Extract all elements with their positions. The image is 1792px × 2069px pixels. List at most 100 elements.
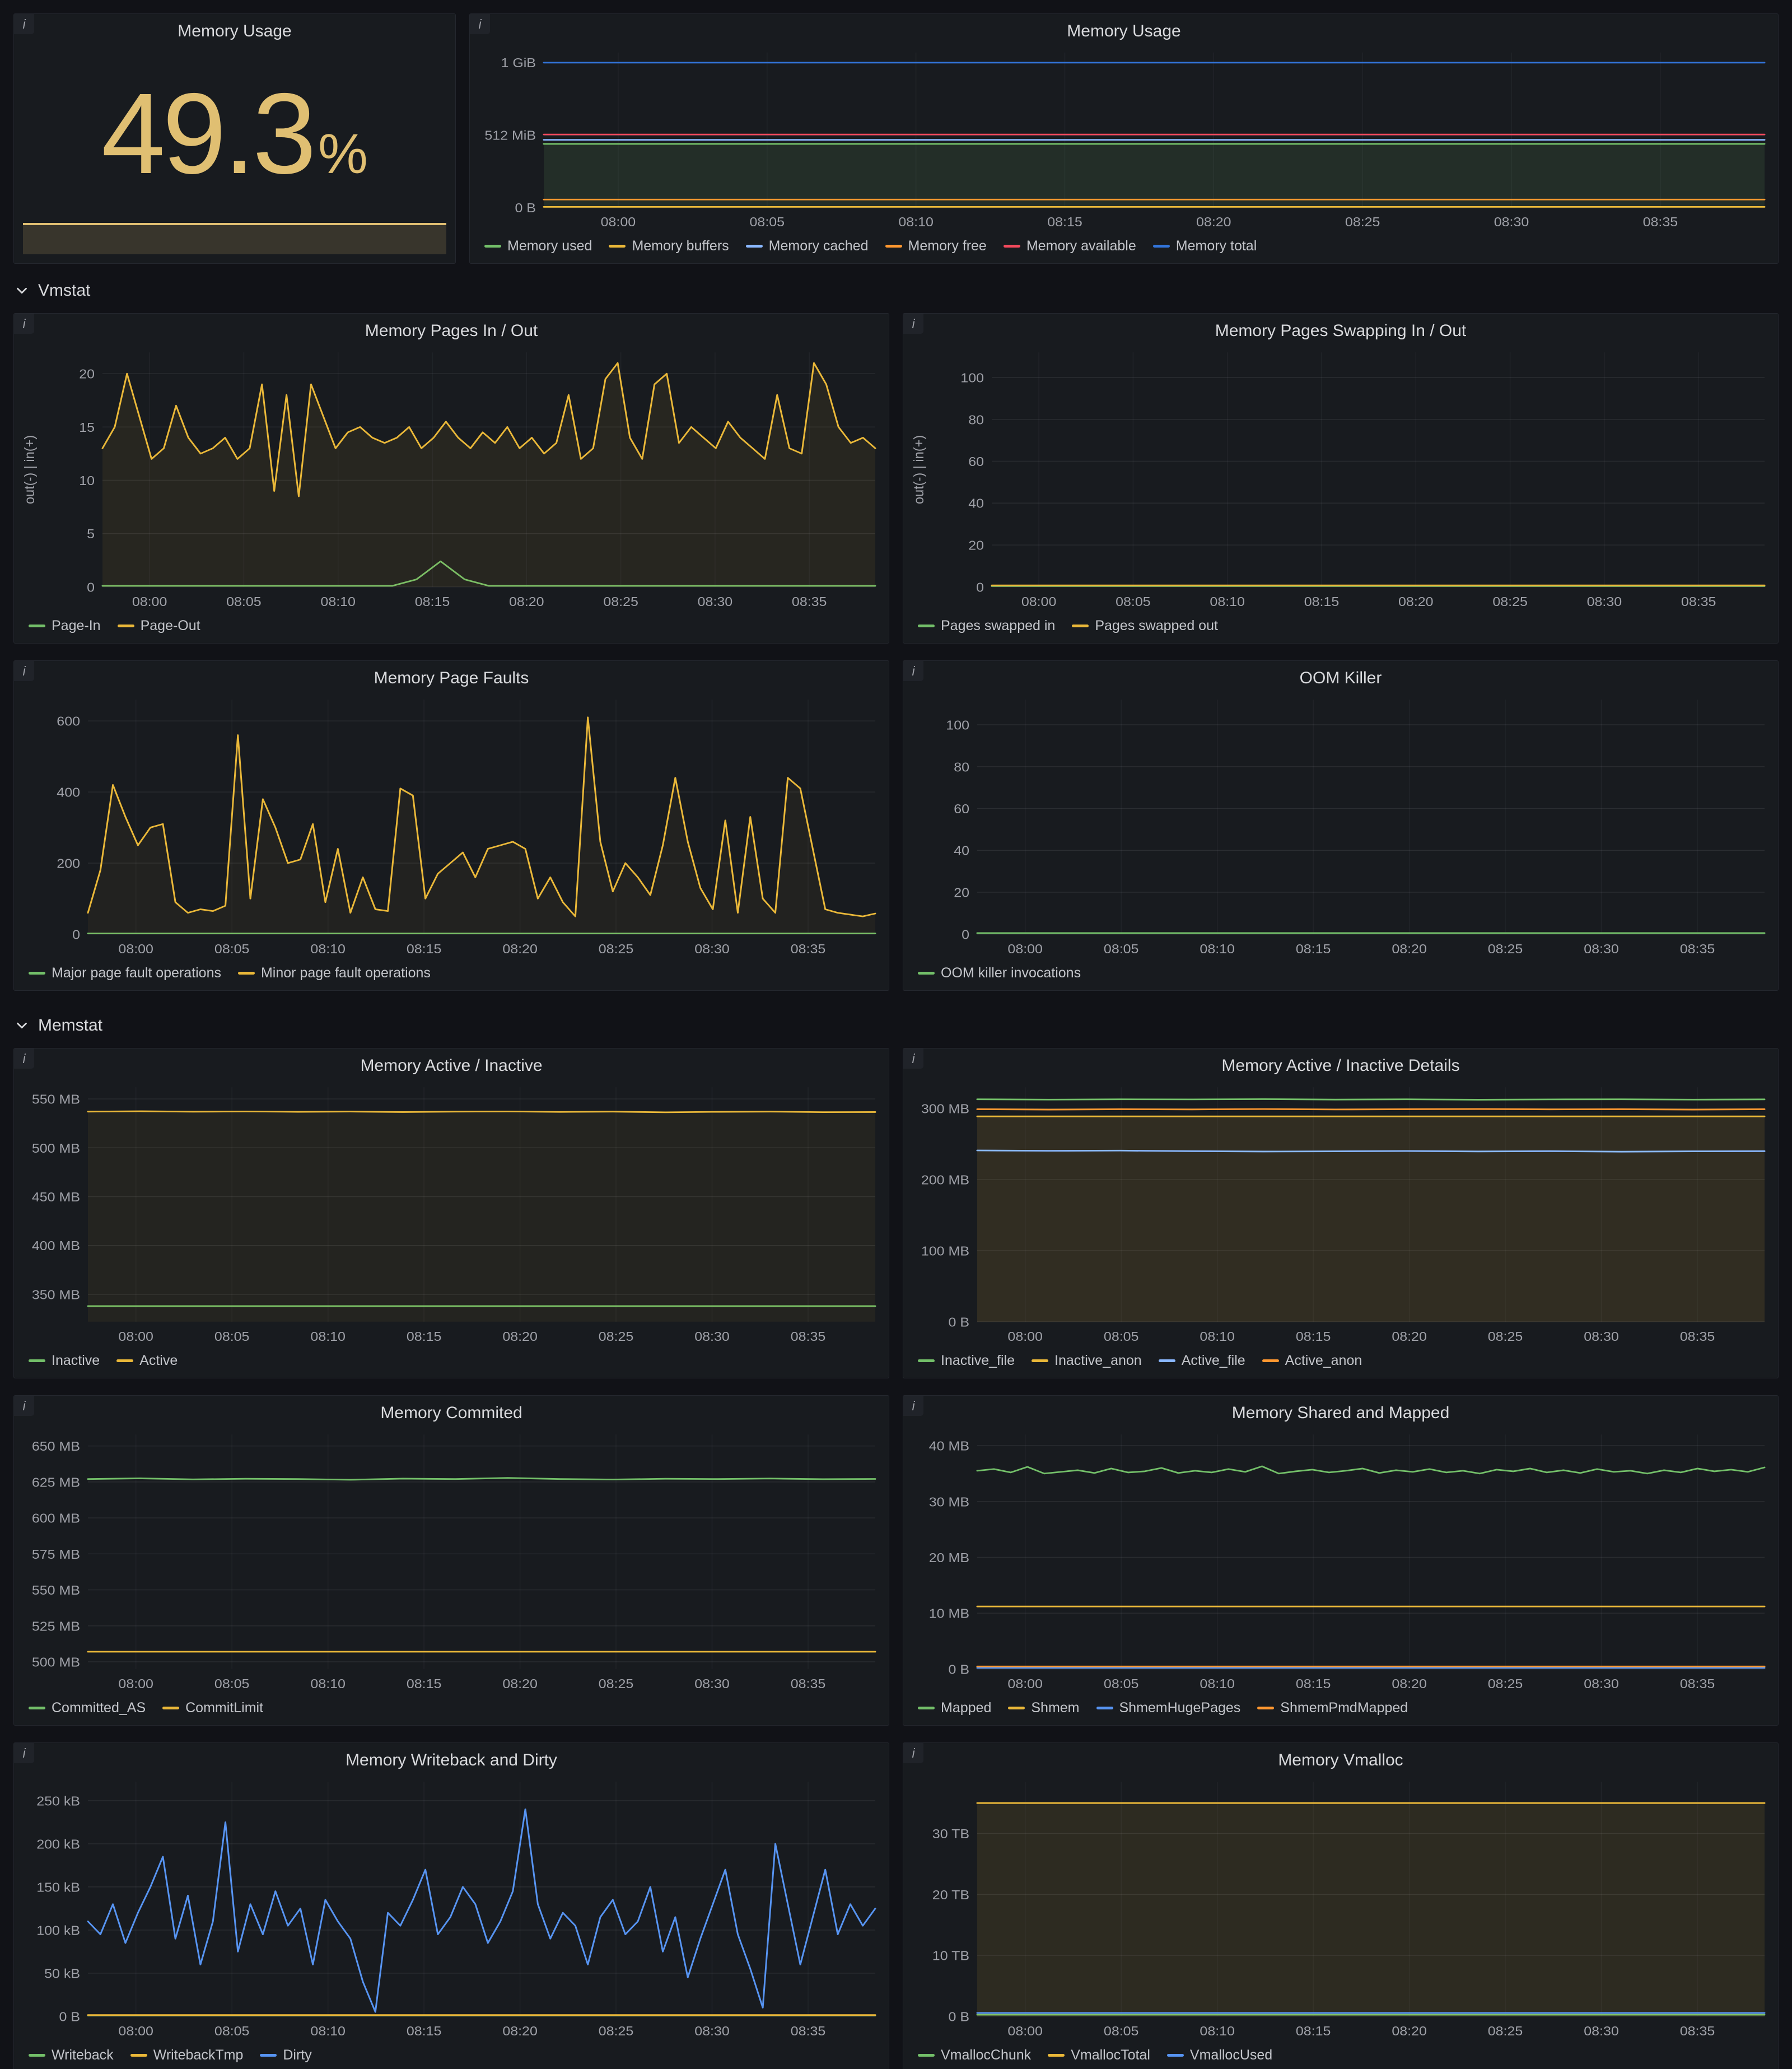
panel-info-icon[interactable]: [903, 1743, 923, 1763]
legend-item[interactable]: Inactive_anon: [1032, 1353, 1142, 1369]
legend-item[interactable]: CommitLimit: [162, 1700, 263, 1716]
svg-text:500 MB: 500 MB: [32, 1655, 80, 1670]
legend-item[interactable]: VmallocUsed: [1166, 2047, 1272, 2063]
time-series-chart[interactable]: 08:00 08:05 08:10 08:15 08:20 08:25 08:30 08:35…: [14, 1079, 889, 1348]
time-series-chart[interactable]: 08:00 08:05 08:10 08:15 08:20 08:25 08:30 08:35…: [14, 691, 889, 961]
svg-text:300 MB: 300 MB: [921, 1102, 969, 1116]
panel-title[interactable]: Memory Usage: [178, 22, 292, 40]
svg-text:08:25: 08:25: [1488, 942, 1523, 956]
svg-text:08:30: 08:30: [1584, 942, 1619, 956]
legend-item[interactable]: Dirty: [260, 2047, 312, 2063]
legend-item[interactable]: Active_file: [1158, 1353, 1245, 1369]
legend-item[interactable]: Pages swapped in: [918, 618, 1055, 634]
legend-item[interactable]: Committed_AS: [29, 1700, 146, 1716]
time-series-chart[interactable]: 08:00 08:05 08:10 08:15 08:20 08:25 08:30 08:35…: [14, 1773, 889, 2043]
legend-item[interactable]: ShmemHugePages: [1096, 1700, 1240, 1716]
panel-title[interactable]: Memory Active / Inactive: [360, 1056, 543, 1075]
legend-swatch: [1158, 1359, 1175, 1362]
svg-text:200 kB: 200 kB: [36, 1837, 80, 1852]
panel-title[interactable]: Memory Pages In / Out: [365, 321, 538, 340]
legend-label: Page-In: [52, 618, 101, 633]
panel-title[interactable]: Memory Vmalloc: [1278, 1751, 1403, 1769]
legend-item[interactable]: ShmemPmdMapped: [1257, 1700, 1408, 1716]
panel-title[interactable]: Memory Commited: [380, 1404, 522, 1422]
legend-item[interactable]: Memory cached: [745, 238, 869, 254]
panel-title[interactable]: Memory Pages Swapping In / Out: [1215, 321, 1467, 340]
section-header-memstat[interactable]: Memstat: [13, 1008, 1779, 1043]
time-series-chart[interactable]: 08:00 08:05 08:10 08:15 08:20 08:25 08:30 08:35…: [14, 1426, 889, 1695]
legend-item[interactable]: Memory available: [1003, 238, 1136, 254]
svg-text:40: 40: [954, 844, 969, 858]
legend-swatch: [260, 2054, 277, 2057]
panel-info-icon[interactable]: [14, 1743, 34, 1763]
svg-text:60: 60: [968, 455, 984, 469]
panel-title[interactable]: Memory Page Faults: [374, 669, 529, 687]
chart-canvas: 08:00 08:05 08:10 08:15 08:20 08:25 08:30 08:35…: [911, 352, 1766, 609]
panel-info-icon[interactable]: [903, 661, 923, 681]
stat-bar-gauge: [23, 223, 446, 254]
panel-title[interactable]: Memory Writeback and Dirty: [346, 1751, 557, 1769]
legend-item[interactable]: Page-In: [29, 618, 101, 634]
legend-item[interactable]: Memory total: [1152, 238, 1257, 254]
svg-text:08:30: 08:30: [694, 2024, 730, 2038]
svg-text:40: 40: [968, 496, 984, 511]
svg-text:20 MB: 20 MB: [929, 1551, 969, 1565]
legend-item[interactable]: Pages swapped out: [1072, 618, 1218, 634]
panel-info-icon[interactable]: [14, 661, 34, 681]
panel-title[interactable]: OOM Killer: [1299, 669, 1382, 687]
panel-info-icon[interactable]: [470, 14, 490, 34]
svg-text:08:05: 08:05: [1116, 594, 1151, 609]
legend-item[interactable]: Inactive: [29, 1353, 100, 1369]
svg-text:08:10: 08:10: [310, 942, 346, 956]
legend-item[interactable]: Inactive_file: [918, 1353, 1015, 1369]
time-series-chart[interactable]: 08:00 08:05 08:10 08:15 08:20 08:25 08:30 08:35…: [903, 1426, 1778, 1695]
svg-text:08:20: 08:20: [502, 1676, 538, 1691]
panel-info-icon[interactable]: [14, 1049, 34, 1069]
legend-item[interactable]: Minor page fault operations: [237, 965, 431, 981]
svg-text:575 MB: 575 MB: [32, 1547, 80, 1562]
time-series-chart[interactable]: 08:00 08:05 08:10 08:15 08:20 08:25 08:30 08:35…: [903, 691, 1778, 961]
legend-item[interactable]: Active: [116, 1353, 178, 1369]
time-series-chart[interactable]: 08:00 08:05 08:10 08:15 08:20 08:25 08:30 08:35…: [903, 1079, 1778, 1348]
panel-title[interactable]: Memory Usage: [1067, 22, 1181, 40]
panel-info-icon[interactable]: [14, 314, 34, 334]
legend-item[interactable]: Mapped: [918, 1700, 991, 1716]
chart-canvas: 08:00 08:05 08:10 08:15 08:20 08:25 08:30 08:35…: [946, 700, 1766, 957]
legend-swatch: [918, 625, 935, 627]
chart-canvas: 08:00 08:05 08:10 08:15 08:20 08:25 08:30 08:35…: [921, 1087, 1766, 1344]
time-series-chart[interactable]: 08:00 08:05 08:10 08:15 08:20 08:25 08:30 08:35…: [903, 1773, 1778, 2043]
legend-item[interactable]: OOM killer invocations: [918, 965, 1081, 981]
panel-info-icon[interactable]: [14, 14, 34, 34]
svg-text:08:25: 08:25: [1488, 2024, 1523, 2038]
panel-title[interactable]: Memory Active / Inactive Details: [1221, 1056, 1460, 1075]
legend-item[interactable]: VmallocTotal: [1048, 2047, 1150, 2063]
panel-info-icon[interactable]: [903, 1396, 923, 1416]
svg-text:08:05: 08:05: [1104, 1329, 1139, 1344]
legend-item[interactable]: Writeback: [29, 2047, 114, 2063]
legend-item[interactable]: Memory free: [885, 238, 987, 254]
panel-info-icon[interactable]: [14, 1396, 34, 1416]
svg-text:08:05: 08:05: [214, 1676, 250, 1691]
svg-text:08:00: 08:00: [1007, 1676, 1043, 1691]
time-series-chart[interactable]: 08:00 08:05 08:10 08:15 08:20 08:25 08:30 08:35…: [903, 344, 1778, 613]
legend-item[interactable]: VmallocChunk: [918, 2047, 1031, 2063]
svg-text:08:25: 08:25: [599, 2024, 634, 2038]
legend-item[interactable]: Major page fault operations: [29, 965, 221, 981]
legend-item[interactable]: Page-Out: [117, 618, 200, 634]
legend-label: Memory cached: [768, 238, 869, 254]
legend: OOM killer invocations: [903, 961, 1778, 990]
time-series-chart[interactable]: 08:00 08:05 08:10 08:15 08:20 08:25 08:30 08:35…: [470, 44, 1778, 234]
legend-label: ShmemPmdMapped: [1280, 1700, 1408, 1716]
legend-item[interactable]: Memory buffers: [609, 238, 729, 254]
panel-info-icon[interactable]: [903, 1049, 923, 1069]
legend-swatch: [1048, 2054, 1065, 2057]
legend-item[interactable]: Memory used: [484, 238, 592, 254]
section-header-vmstat[interactable]: Vmstat: [13, 273, 1779, 309]
time-series-chart[interactable]: 08:00 08:05 08:10 08:15 08:20 08:25 08:30 08:35…: [14, 344, 889, 613]
panel-title[interactable]: Memory Shared and Mapped: [1231, 1404, 1450, 1422]
legend-item[interactable]: Active_anon: [1262, 1353, 1362, 1369]
svg-text:08:25: 08:25: [599, 1676, 634, 1691]
legend-item[interactable]: WritebackTmp: [130, 2047, 243, 2063]
panel-info-icon[interactable]: [903, 314, 923, 334]
legend-item[interactable]: Shmem: [1008, 1700, 1080, 1716]
